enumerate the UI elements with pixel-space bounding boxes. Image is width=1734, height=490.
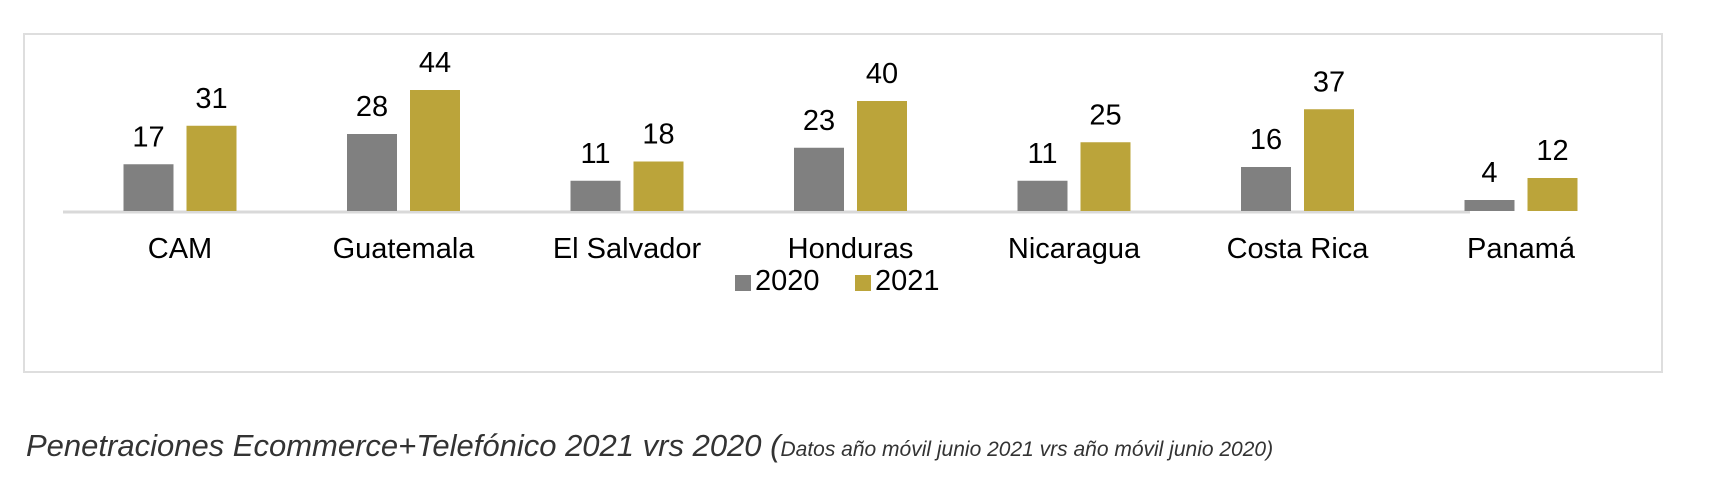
data-label: 16 bbox=[1250, 124, 1282, 156]
category-label: CAM bbox=[148, 233, 212, 265]
bar-2020-costa-rica bbox=[1241, 167, 1291, 211]
caption-detail: Datos año móvil junio 2021 vrs año móvil… bbox=[780, 438, 1274, 461]
legend-swatch-2021 bbox=[855, 275, 871, 291]
legend-swatch-2020 bbox=[735, 275, 751, 291]
category-label: El Salvador bbox=[553, 233, 702, 265]
data-label: 37 bbox=[1313, 66, 1345, 98]
bar-2021-honduras bbox=[857, 101, 907, 211]
category-label: Guatemala bbox=[333, 233, 476, 265]
bar-2020-guatemala bbox=[347, 134, 397, 211]
bar-2021-costa-rica bbox=[1304, 109, 1354, 211]
legend-label-2021: 2021 bbox=[875, 265, 940, 297]
data-label: 31 bbox=[195, 83, 227, 115]
caption-main: Penetraciones Ecommerce+Telefónico 2021 … bbox=[26, 428, 771, 463]
data-label: 12 bbox=[1536, 135, 1568, 167]
data-label: 11 bbox=[580, 138, 610, 170]
data-label: 11 bbox=[1027, 138, 1057, 170]
bar-2020-honduras bbox=[794, 147, 844, 211]
bar-2021-nicaragua bbox=[1080, 142, 1131, 211]
data-label: 18 bbox=[642, 119, 674, 151]
bar-2020-el-salvador bbox=[570, 180, 621, 211]
data-label: 4 bbox=[1481, 157, 1497, 189]
bar-2021-guatemala bbox=[410, 90, 460, 211]
category-label: Honduras bbox=[788, 233, 914, 265]
data-label: 40 bbox=[866, 58, 898, 90]
bar-2021-cam bbox=[186, 125, 237, 211]
caption-paren: ( bbox=[770, 428, 781, 463]
category-label: Costa Rica bbox=[1227, 233, 1370, 265]
data-label: 23 bbox=[803, 105, 835, 137]
chart-frame: 17 31 CAM 28 44 Guatemala 11 18 El Salvador 23 40 H… bbox=[23, 33, 1663, 373]
data-label: 44 bbox=[419, 47, 451, 79]
data-label: 28 bbox=[356, 91, 388, 123]
legend-label-2020: 2020 bbox=[755, 265, 820, 297]
data-label: 25 bbox=[1089, 99, 1121, 131]
bar-2020-cam bbox=[123, 164, 174, 211]
data-label: 17 bbox=[132, 121, 164, 153]
bar-2021-panamá bbox=[1527, 178, 1578, 211]
category-label: Panamá bbox=[1467, 233, 1576, 265]
bar-2020-panamá bbox=[1464, 200, 1515, 211]
bar-chart: 17 31 CAM 28 44 Guatemala 11 18 El Salvador 23 40 H… bbox=[63, 47, 1578, 297]
category-label: Nicaragua bbox=[1008, 233, 1141, 265]
chart-caption: Penetraciones Ecommerce+Telefónico 2021 … bbox=[26, 428, 1273, 464]
bar-2021-el-salvador bbox=[633, 161, 684, 211]
bar-2020-nicaragua bbox=[1017, 180, 1068, 211]
